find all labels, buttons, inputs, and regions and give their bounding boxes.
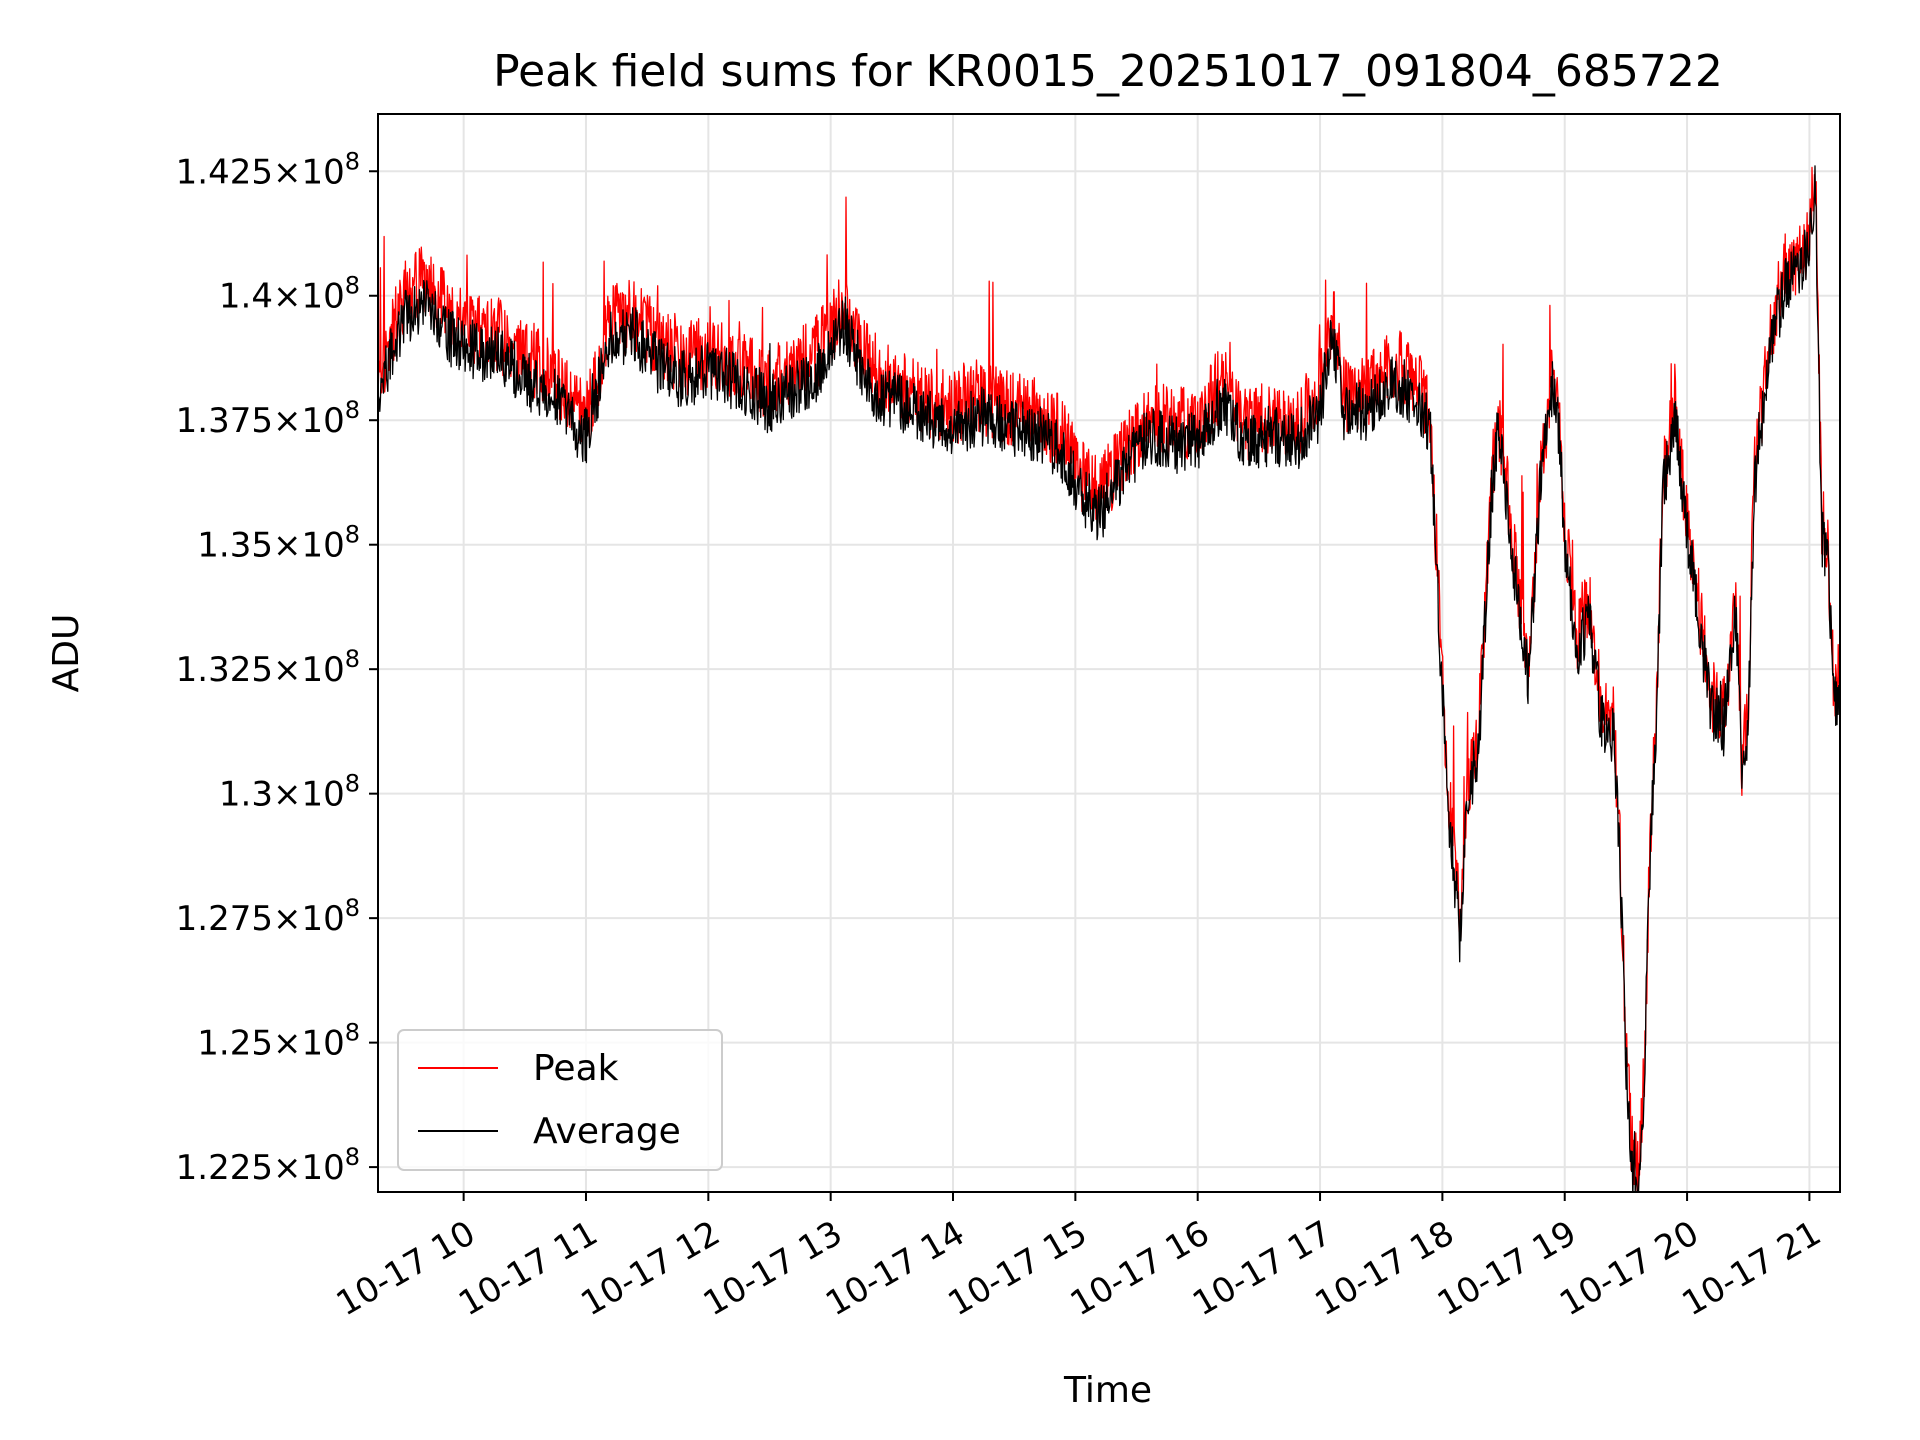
plot-series	[378, 165, 1840, 1192]
y-axis-ticks: 1.225×108 1.25×108 1.275×108 1.3×108 1.325×1…	[176, 147, 378, 1188]
y-tick-label: 1.225×108	[176, 1143, 360, 1188]
legend: Peak Average	[397, 1029, 723, 1171]
y-tick-label: 1.425×108	[176, 147, 360, 192]
legend-label-average: Average	[533, 1111, 681, 1152]
y-tick-label: 1.25×108	[197, 1019, 360, 1064]
series-line-average	[378, 165, 1840, 1192]
legend-label-peak: Peak	[533, 1048, 619, 1089]
y-tick-label: 1.35×108	[197, 521, 360, 566]
y-tick-label: 1.4×108	[219, 272, 360, 317]
x-axis-label: Time	[1063, 1370, 1152, 1411]
y-tick-label: 1.3×108	[219, 770, 360, 815]
chart-title: Peak field sums for KR0015_20251017_0918…	[493, 46, 1723, 97]
y-tick-label: 1.375×108	[176, 396, 360, 441]
plot-frame	[377, 113, 1841, 1193]
y-tick-label: 1.325×108	[176, 645, 360, 690]
legend-box	[397, 1029, 723, 1171]
y-tick-label: 1.275×108	[176, 894, 360, 939]
y-axis-label: ADU	[46, 614, 87, 693]
series-line-peak	[378, 166, 1840, 1192]
